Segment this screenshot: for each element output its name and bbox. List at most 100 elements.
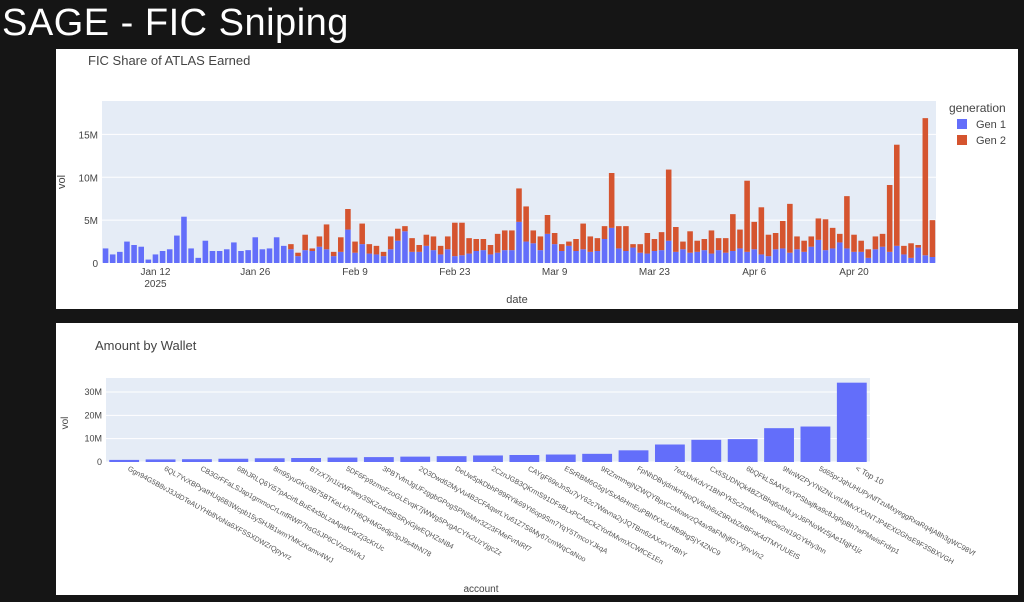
bar-gen1[interactable] (416, 251, 422, 263)
bar-gen1[interactable] (188, 248, 194, 263)
bar-gen2[interactable] (651, 239, 658, 251)
bar-gen2[interactable] (708, 230, 715, 254)
bar-gen2[interactable] (416, 245, 422, 252)
bar-gen2[interactable] (730, 214, 736, 251)
bar-gen1[interactable] (594, 251, 601, 263)
bar-gen1[interactable] (751, 249, 758, 263)
bar-gen2[interactable] (929, 220, 936, 257)
bar-gen1[interactable] (373, 254, 380, 263)
bar-gen2[interactable] (644, 233, 651, 254)
bar-gen1[interactable] (573, 251, 579, 263)
bar-gen1[interactable] (295, 256, 301, 263)
bar-gen2[interactable] (437, 245, 444, 255)
bar-gen2[interactable] (395, 228, 401, 241)
bar-gen2[interactable] (673, 227, 679, 252)
bar-gen2[interactable] (844, 196, 850, 249)
bar-gen1[interactable] (601, 239, 608, 263)
bar-gen2[interactable] (459, 222, 465, 256)
bar-gen1[interactable] (452, 256, 458, 263)
bar-gen2[interactable] (480, 239, 487, 251)
bar-gen2[interactable] (658, 232, 665, 251)
bar-gen1[interactable] (181, 216, 187, 263)
legend-label-gen1[interactable]: Gen 1 (976, 119, 1006, 131)
bar-gen1[interactable] (487, 254, 494, 263)
bar-gen1[interactable] (166, 249, 173, 263)
legend-swatch-gen1[interactable] (957, 119, 967, 129)
bar-gen2[interactable] (566, 241, 572, 246)
bar-gen1[interactable] (523, 241, 529, 263)
bar-gen1[interactable] (259, 249, 266, 263)
bar-gen2[interactable] (387, 236, 394, 250)
bar-gen2[interactable] (537, 236, 544, 251)
bar-gen1[interactable] (494, 252, 501, 263)
bar-gen1[interactable] (551, 244, 558, 263)
bar-gen1[interactable] (437, 254, 444, 263)
bar-gen1[interactable] (124, 241, 130, 263)
bar-gen2[interactable] (544, 215, 551, 234)
bar-gen1[interactable] (395, 240, 401, 263)
bar-gen1[interactable] (459, 255, 465, 263)
bar-gen1[interactable] (309, 251, 316, 263)
bar-gen1[interactable] (758, 254, 765, 263)
wallet-bar[interactable] (800, 426, 831, 462)
bar-gen1[interactable] (159, 251, 166, 263)
bar-gen2[interactable] (801, 240, 807, 252)
wallet-bar[interactable] (582, 453, 613, 462)
bar-gen2[interactable] (772, 233, 779, 250)
bar-gen1[interactable] (701, 250, 708, 263)
wallet-bar[interactable] (473, 455, 503, 462)
bar-gen2[interactable] (601, 226, 608, 239)
bar-gen1[interactable] (366, 253, 373, 263)
bar-gen1[interactable] (744, 251, 750, 263)
bar-gen1[interactable] (480, 250, 487, 263)
bar-gen1[interactable] (801, 251, 807, 263)
bar-gen1[interactable] (544, 233, 551, 263)
bar-gen1[interactable] (473, 251, 480, 263)
bar-gen2[interactable] (744, 180, 750, 252)
bar-gen2[interactable] (338, 237, 344, 252)
bar-gen2[interactable] (865, 249, 872, 258)
bar-gen1[interactable] (302, 250, 308, 263)
bar-gen1[interactable] (787, 252, 793, 263)
bar-gen1[interactable] (829, 248, 836, 263)
bar-gen1[interactable] (152, 254, 159, 263)
bar-gen1[interactable] (865, 257, 872, 263)
bar-gen1[interactable] (380, 256, 387, 263)
bar-gen1[interactable] (195, 257, 202, 263)
wallet-bar[interactable] (836, 382, 867, 462)
bar-gen1[interactable] (886, 251, 893, 263)
bar-gen1[interactable] (131, 245, 137, 263)
bar-gen1[interactable] (922, 255, 929, 263)
bar-gen1[interactable] (665, 240, 672, 263)
bar-gen2[interactable] (836, 233, 843, 243)
bar-gen1[interactable] (694, 251, 700, 263)
bar-gen1[interactable] (273, 237, 280, 263)
bar-gen1[interactable] (252, 237, 259, 263)
bar-gen1[interactable] (387, 249, 394, 263)
bar-gen2[interactable] (587, 236, 594, 252)
bar-gen1[interactable] (409, 251, 415, 263)
bar-gen1[interactable] (245, 250, 251, 263)
bar-gen1[interactable] (637, 252, 643, 263)
bar-gen1[interactable] (680, 249, 686, 263)
wallet-bar[interactable] (363, 457, 394, 462)
bar-gen1[interactable] (430, 250, 437, 263)
bar-gen2[interactable] (787, 203, 793, 253)
bar-gen2[interactable] (872, 236, 879, 250)
bar-gen2[interactable] (922, 118, 929, 256)
bar-gen1[interactable] (644, 253, 651, 263)
bar-gen1[interactable] (423, 245, 430, 263)
bar-gen1[interactable] (858, 251, 864, 263)
bar-gen2[interactable] (751, 221, 758, 250)
bar-gen2[interactable] (894, 144, 900, 246)
bar-gen1[interactable] (330, 256, 337, 263)
wallet-bar[interactable] (145, 459, 176, 462)
wallet-bar[interactable] (254, 458, 285, 462)
bar-gen1[interactable] (808, 246, 815, 263)
bar-gen2[interactable] (494, 233, 501, 253)
bar-gen1[interactable] (516, 221, 522, 263)
bar-gen1[interactable] (779, 248, 786, 263)
wallet-bar[interactable] (218, 458, 249, 462)
bar-gen1[interactable] (737, 248, 743, 263)
bar-gen1[interactable] (794, 249, 800, 263)
